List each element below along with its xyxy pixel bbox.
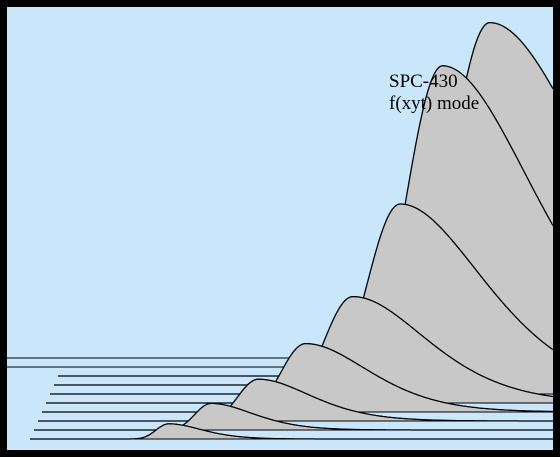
trace-area-5 [46,296,553,403]
mode-label: f(xyt) mode [389,93,480,114]
trace-area-3 [38,379,553,421]
instrument-label: SPC-430 [389,71,458,92]
curves-group [7,21,554,440]
trace-area-4 [42,343,553,412]
trace-area-1 [30,423,553,439]
